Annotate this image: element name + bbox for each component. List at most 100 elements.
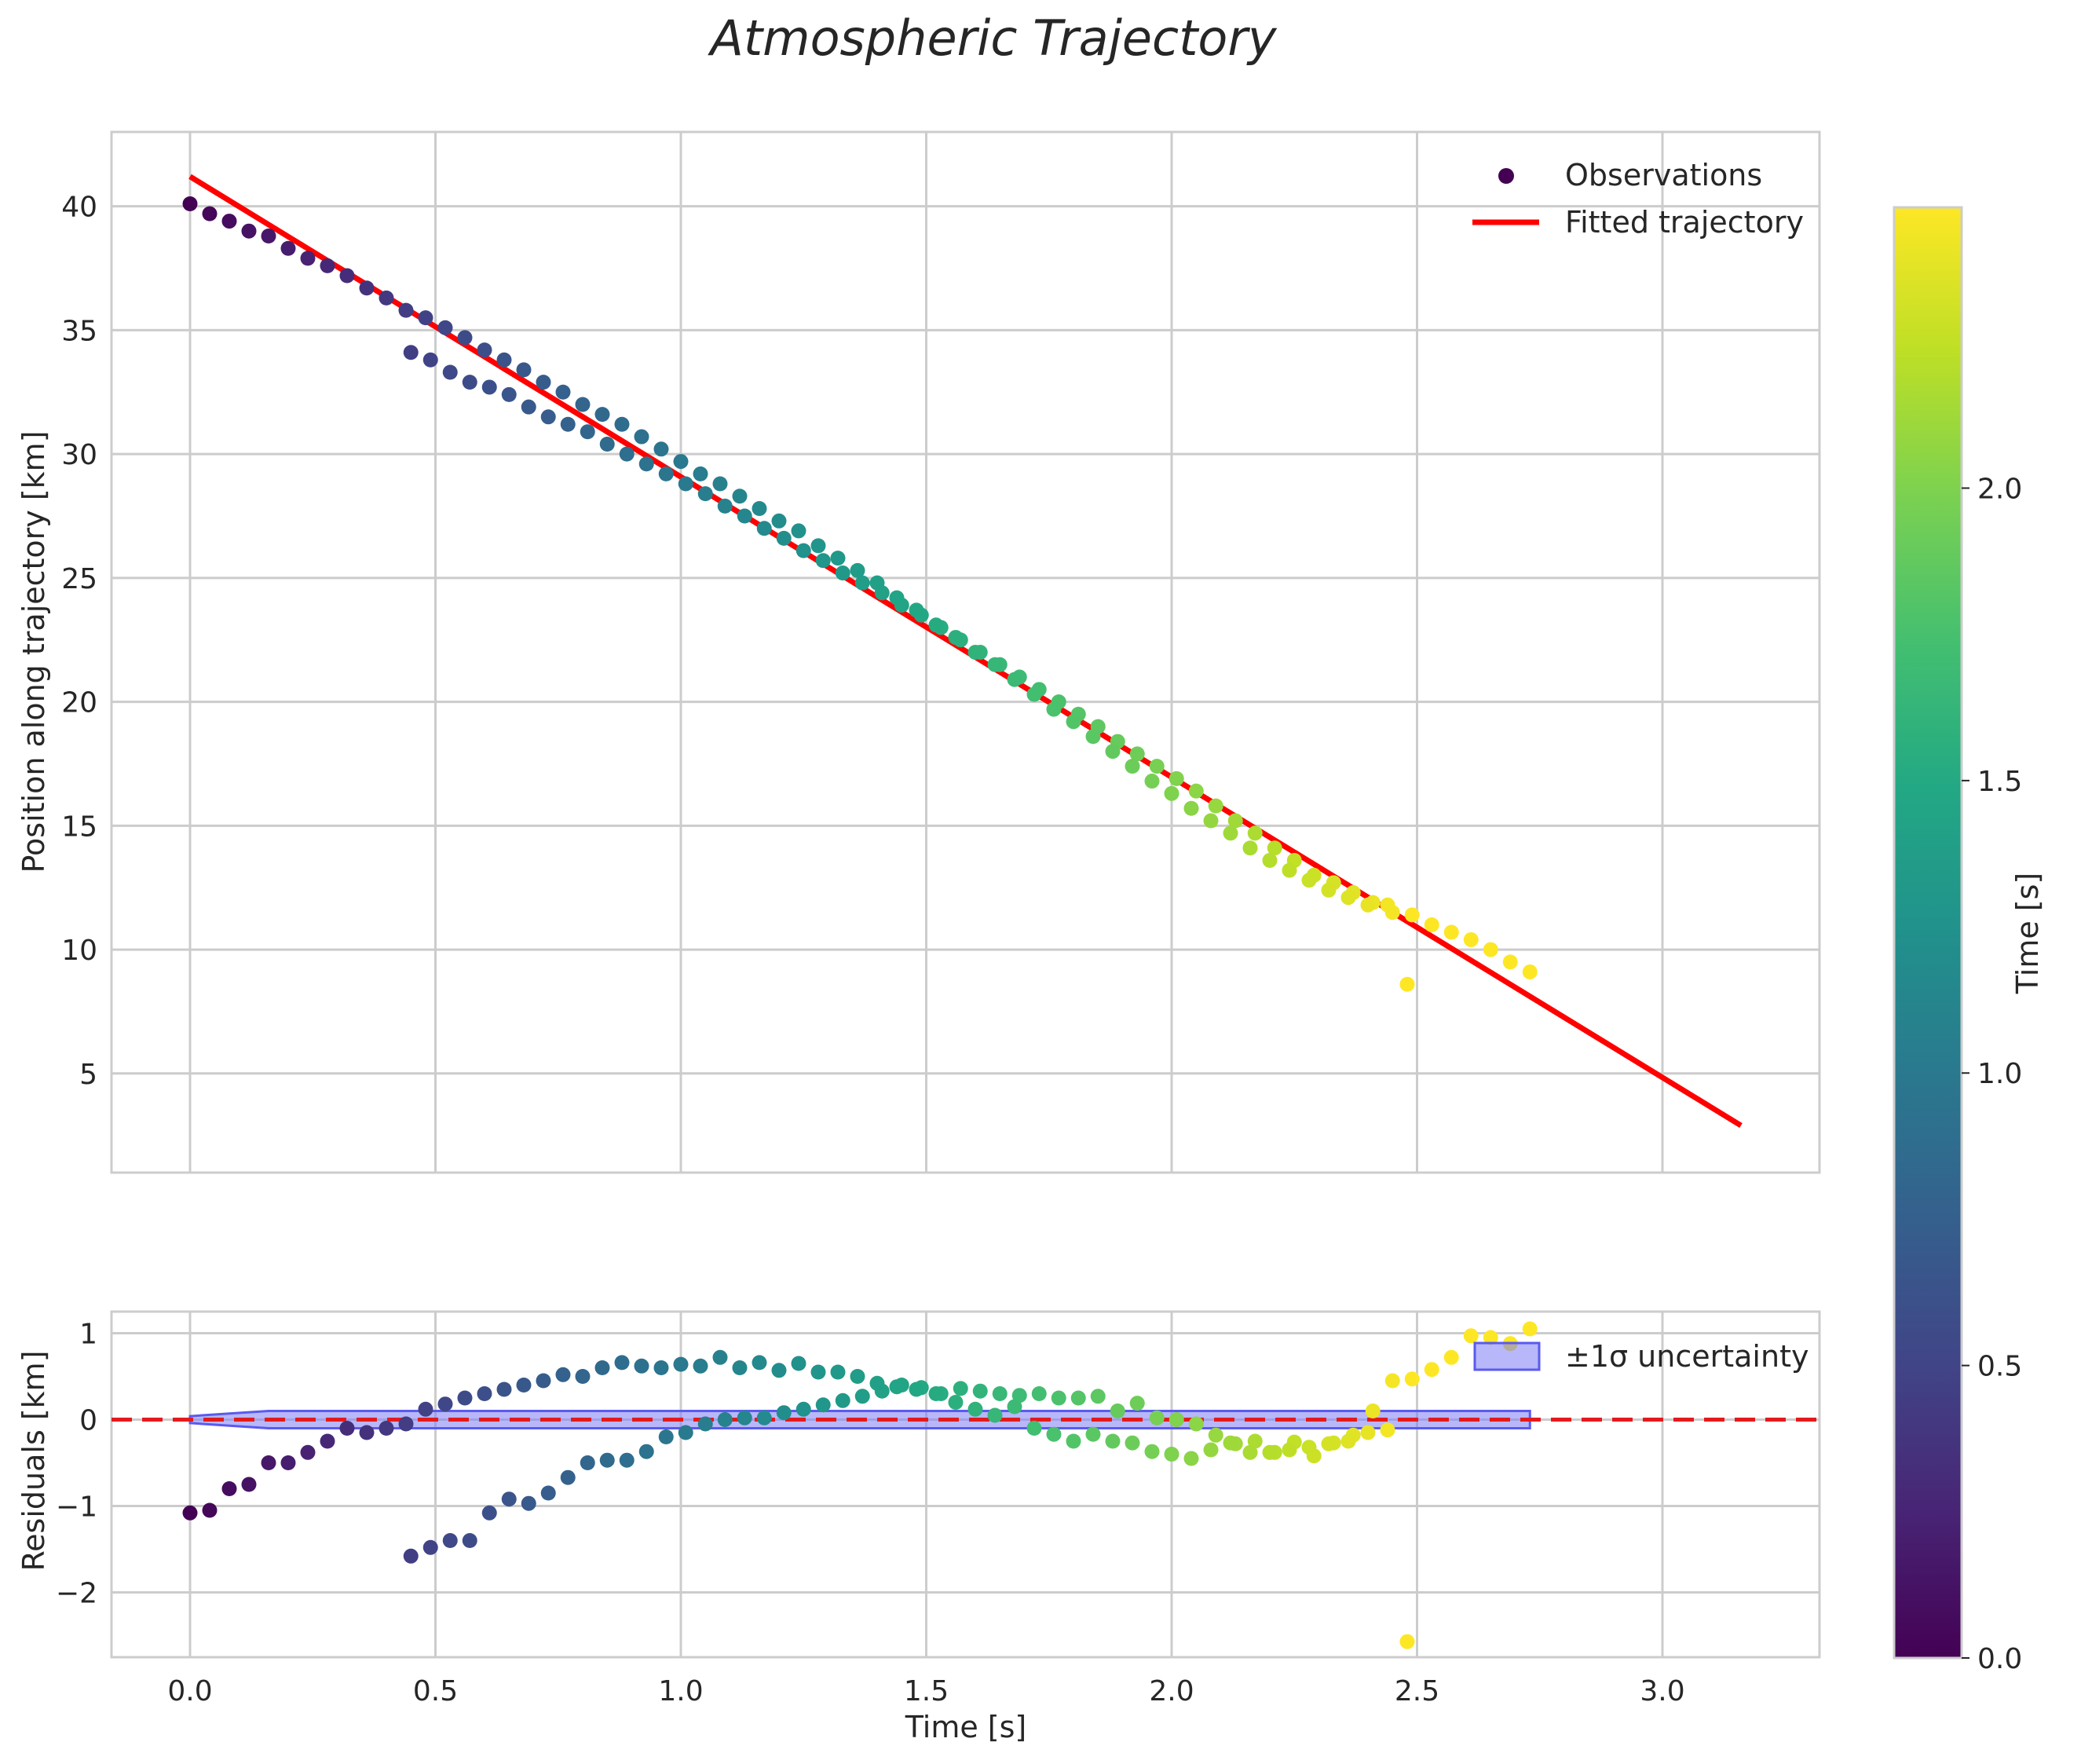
observation-point (182, 196, 198, 211)
residual-point (540, 1485, 556, 1501)
observation-point (1404, 907, 1420, 923)
x-tick-label: 0.0 (167, 1675, 212, 1707)
residual-point (496, 1382, 512, 1397)
residual-point (1110, 1404, 1125, 1418)
colorbar-tick-label: 1.5 (1977, 766, 2022, 798)
residual-point (732, 1360, 748, 1375)
observation-point (1360, 897, 1376, 913)
observation-point (810, 538, 826, 554)
bottom-y-axis-label: Residuals [km] (16, 1350, 51, 1571)
residual-points (182, 1321, 1538, 1649)
residual-point (1090, 1389, 1106, 1404)
observation-point (1203, 813, 1219, 829)
residual-point (575, 1369, 591, 1384)
observation-point (1149, 759, 1165, 774)
observation-point (634, 429, 649, 445)
observation-point (300, 251, 316, 266)
observation-point (516, 362, 532, 378)
residual-point (1188, 1416, 1204, 1432)
observation-point (1380, 897, 1395, 913)
residual-point (1085, 1426, 1101, 1442)
residual-point (653, 1360, 669, 1375)
residual-point (972, 1383, 988, 1399)
residual-point (280, 1455, 296, 1470)
residual-point (261, 1455, 276, 1470)
top-legend: Observations Fitted trajectory (1472, 158, 1804, 240)
x-tick-label: 2.0 (1149, 1675, 1194, 1707)
residual-point (673, 1356, 689, 1372)
legend-fit-label: Fitted trajectory (1565, 205, 1804, 240)
residual-point (521, 1495, 536, 1511)
legend-observations-label: Observations (1565, 158, 1762, 192)
observation-point (752, 501, 767, 517)
residual-point (359, 1425, 375, 1440)
top-y-tick-label: 35 (61, 315, 97, 347)
observation-point (658, 466, 674, 481)
residual-point (437, 1396, 453, 1412)
residual-point (1208, 1427, 1223, 1443)
observation-point (599, 437, 615, 452)
observation-point (791, 523, 806, 539)
residual-point (815, 1397, 831, 1413)
residual-point (771, 1363, 787, 1378)
residual-point (516, 1378, 532, 1393)
bottom-panel: −2 −1 0 1 0.0 0.5 1.0 1.5 2.0 2.5 3.0 Residuals [… (16, 1310, 1821, 1744)
observation-point (462, 375, 477, 390)
bottom-plot-frame (110, 1310, 1821, 1659)
residual-point (1424, 1362, 1439, 1378)
observation-point (280, 240, 296, 256)
observation-point (909, 602, 924, 618)
observation-point (638, 456, 654, 472)
observation-point (673, 454, 689, 470)
residual-point (850, 1369, 865, 1384)
residual-point (1066, 1433, 1081, 1449)
colorbar-ticks: 0.0 0.5 1.0 1.5 2.0 (1962, 473, 2022, 1675)
residual-point (1399, 1634, 1415, 1649)
observation-point (1262, 853, 1278, 868)
residual-point (536, 1373, 551, 1389)
observation-point (697, 486, 713, 502)
observation-point (732, 489, 748, 504)
observation-point (889, 590, 905, 606)
residual-point (835, 1393, 850, 1408)
observation-point (560, 416, 576, 432)
legend-band-swatch (1473, 1341, 1541, 1371)
chart-title: Atmospheric Trajectory (707, 9, 1277, 67)
observation-point (1502, 954, 1518, 970)
residual-point (953, 1381, 968, 1396)
residual-point (693, 1358, 708, 1374)
observation-point (795, 543, 811, 558)
observation-point (1522, 964, 1538, 979)
residual-point (1031, 1386, 1047, 1401)
residual-point (599, 1452, 615, 1468)
observation-point (928, 617, 944, 633)
colorbar-tick-label: 1.0 (1977, 1058, 2022, 1090)
residual-point (791, 1356, 806, 1371)
observation-point (1443, 924, 1459, 940)
observation-point (575, 397, 591, 412)
colorbar-label: Time [s] (2010, 873, 2045, 995)
observation-point (1007, 672, 1022, 687)
observation-point (521, 399, 536, 415)
residual-point (1223, 1435, 1238, 1451)
residual-point (1203, 1442, 1219, 1458)
observation-point (835, 565, 850, 581)
residual-point (658, 1429, 674, 1444)
residual-point (1522, 1321, 1538, 1337)
observation-point (202, 206, 218, 221)
observation-point (1340, 890, 1356, 906)
bottom-y-tick-label: 0 (79, 1405, 97, 1437)
observation-point (496, 352, 512, 368)
residual-point (1262, 1444, 1278, 1460)
observation-point (1188, 783, 1204, 799)
residual-point (1007, 1399, 1022, 1414)
residual-point (1051, 1390, 1066, 1406)
residual-point (481, 1505, 497, 1521)
observation-point (1066, 714, 1081, 730)
residual-point (501, 1491, 517, 1507)
residual-point (909, 1382, 924, 1397)
observation-point (1085, 729, 1101, 745)
observation-point (536, 375, 551, 390)
residual-point (1183, 1451, 1199, 1466)
